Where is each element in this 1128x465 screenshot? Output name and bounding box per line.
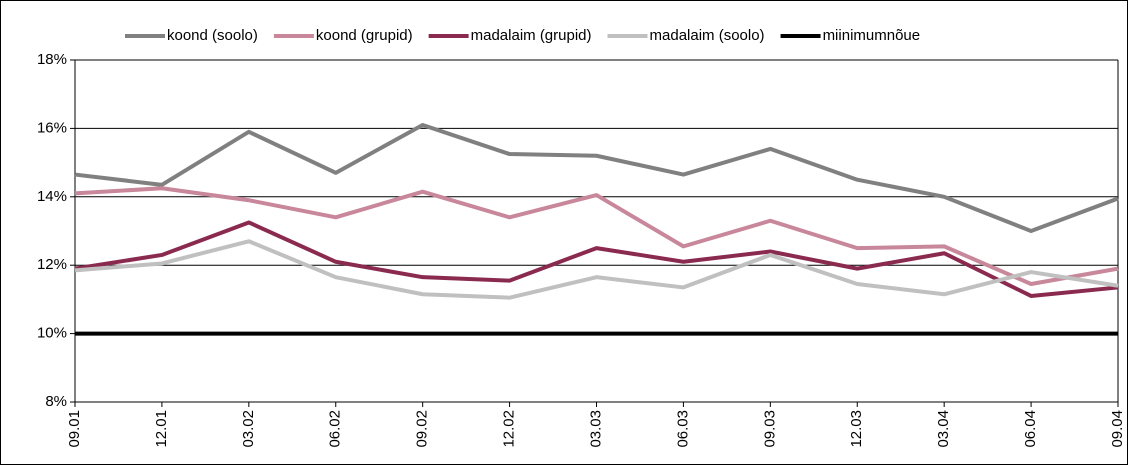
y-tick-label: 14% [37,188,67,205]
x-tick-label: 09.03 [761,410,778,448]
y-tick-label: 12% [37,256,67,273]
x-tick-label: 03.03 [587,410,604,448]
series-line [74,122,1119,233]
x-tick-label: 12.02 [501,410,518,448]
x-tick-label: 12.01 [153,410,170,448]
y-tick-label: 16% [37,119,67,136]
series-line [74,186,1119,287]
legend-label: koond (grupid) [316,27,413,44]
x-tick-label: 06.04 [1022,410,1039,448]
series-line [74,220,1119,298]
x-tick-label: 03.02 [240,410,257,448]
legend-label: miinimumnõue [823,27,921,44]
y-tick-label: 18% [37,51,67,68]
x-tick-label: 09.04 [1109,410,1126,448]
legend-label: madalaim (grupid) [471,27,592,44]
legend-label: koond (soolo) [167,27,258,44]
x-tick-label: 12.03 [848,410,865,448]
y-tick-label: 10% [37,325,67,342]
x-tick-label: 06.02 [327,410,344,448]
legend-label: madalaim (soolo) [650,27,765,44]
x-tick-label: 06.03 [674,410,691,448]
x-tick-label: 09.02 [414,410,431,448]
x-tick-label: 09.01 [66,410,83,448]
x-tick-label: 03.04 [935,410,952,448]
y-tick-label: 8% [45,393,67,410]
series-line [74,239,1119,300]
